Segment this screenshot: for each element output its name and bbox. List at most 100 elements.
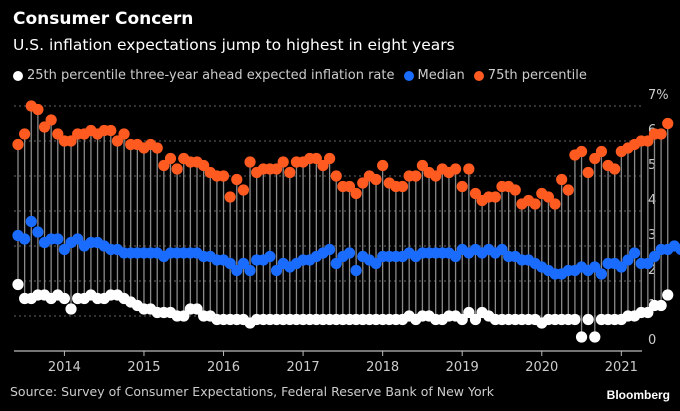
point-p75 [595,145,608,158]
point-p75 [410,170,422,182]
point-p75 [542,191,555,203]
point-p75 [509,184,521,196]
point-p75 [642,135,654,147]
point-p25 [469,313,482,326]
point-p75 [449,163,462,175]
point-p25 [65,303,77,315]
point-p25 [456,313,468,326]
point-median [370,257,382,270]
point-p75 [231,173,243,186]
x-tick-label: 2016 [207,360,240,375]
point-median [622,254,634,266]
x-tick-label: 2020 [525,360,558,375]
point-median [32,226,44,238]
point-median [350,264,362,277]
legend-marker-p75 [473,70,484,81]
legend-marker-p25 [13,70,23,81]
point-p75 [105,124,117,137]
point-p75 [284,166,296,179]
point-median [224,257,236,270]
point-p75 [330,170,342,182]
point-p75 [45,114,57,126]
point-p75 [277,156,289,168]
x-tick-label: 2015 [127,360,160,375]
legend-label-p75: 75th percentile [487,68,587,83]
point-p25 [589,331,601,343]
point-median [343,247,356,259]
point-median [675,243,680,256]
bloomberg-logo: Bloomberg [606,388,670,402]
point-p75 [118,128,130,140]
point-p75 [198,159,210,172]
point-median [330,257,342,270]
x-tick-label: 2018 [366,360,399,375]
legend-marker-median [403,70,414,81]
point-p75 [589,152,601,165]
point-median [595,268,608,280]
point-median [496,243,508,256]
point-p75 [370,173,382,186]
point-median [642,257,654,270]
y-tick-label: 4 [648,193,656,208]
legend-label-p25: 25th percentile three-year ahead expecte… [27,68,395,83]
point-median [19,233,31,245]
point-p75 [151,142,163,154]
point-p25 [575,331,588,343]
point-p75 [489,191,501,203]
point-p75 [32,103,44,116]
point-p25 [463,306,475,319]
point-median [264,250,276,263]
point-median [449,250,462,263]
legend-label-median: Median [417,68,465,83]
point-p25 [569,313,581,326]
point-p75 [310,152,322,165]
point-p25 [12,278,24,291]
source-note: Source: Survey of Consumer Expectations,… [10,384,494,399]
point-p75 [12,138,24,151]
point-p75 [416,159,429,172]
point-median [58,243,71,256]
point-p75 [350,187,362,200]
y-tick-label: 0 [648,333,656,348]
point-p75 [244,156,256,168]
point-p75 [556,173,568,186]
point-median [589,261,601,273]
point-p25 [178,310,190,322]
point-p75 [224,191,236,203]
y-tick-label: 3 [648,228,656,243]
point-p75 [456,180,468,193]
point-p75 [158,159,170,172]
x-tick-label: 2014 [48,360,81,375]
point-p75 [317,159,329,172]
point-median [244,264,256,277]
point-median [270,264,283,277]
point-p75 [562,184,574,196]
point-p75 [171,163,183,175]
x-tick-label: 2017 [287,360,320,375]
legend: 25th percentile three-year ahead expecte… [13,68,596,83]
y-tick-label: 7% [648,88,669,103]
chart-subtitle: U.S. inflation expectations jump to high… [13,36,455,54]
y-tick-label: 2 [648,263,656,278]
x-tick-label: 2019 [446,360,479,375]
point-p25 [662,289,674,301]
point-p25 [582,313,594,326]
point-p75 [377,159,389,172]
point-p25 [58,292,71,305]
point-p75 [463,163,475,175]
point-p75 [575,145,588,158]
point-median [25,215,37,228]
point-p75 [655,128,667,140]
legend-item-p75: 75th percentile [473,68,587,83]
point-p75 [19,128,31,140]
point-p75 [430,170,442,182]
y-tick-label: 5 [648,158,656,173]
point-p75 [529,198,541,210]
point-p75 [324,152,336,165]
point-median [52,233,64,245]
legend-item-p25: 25th percentile three-year ahead expecte… [13,68,395,83]
point-p75 [111,135,124,147]
point-p75 [582,166,594,179]
point-median [648,250,661,263]
